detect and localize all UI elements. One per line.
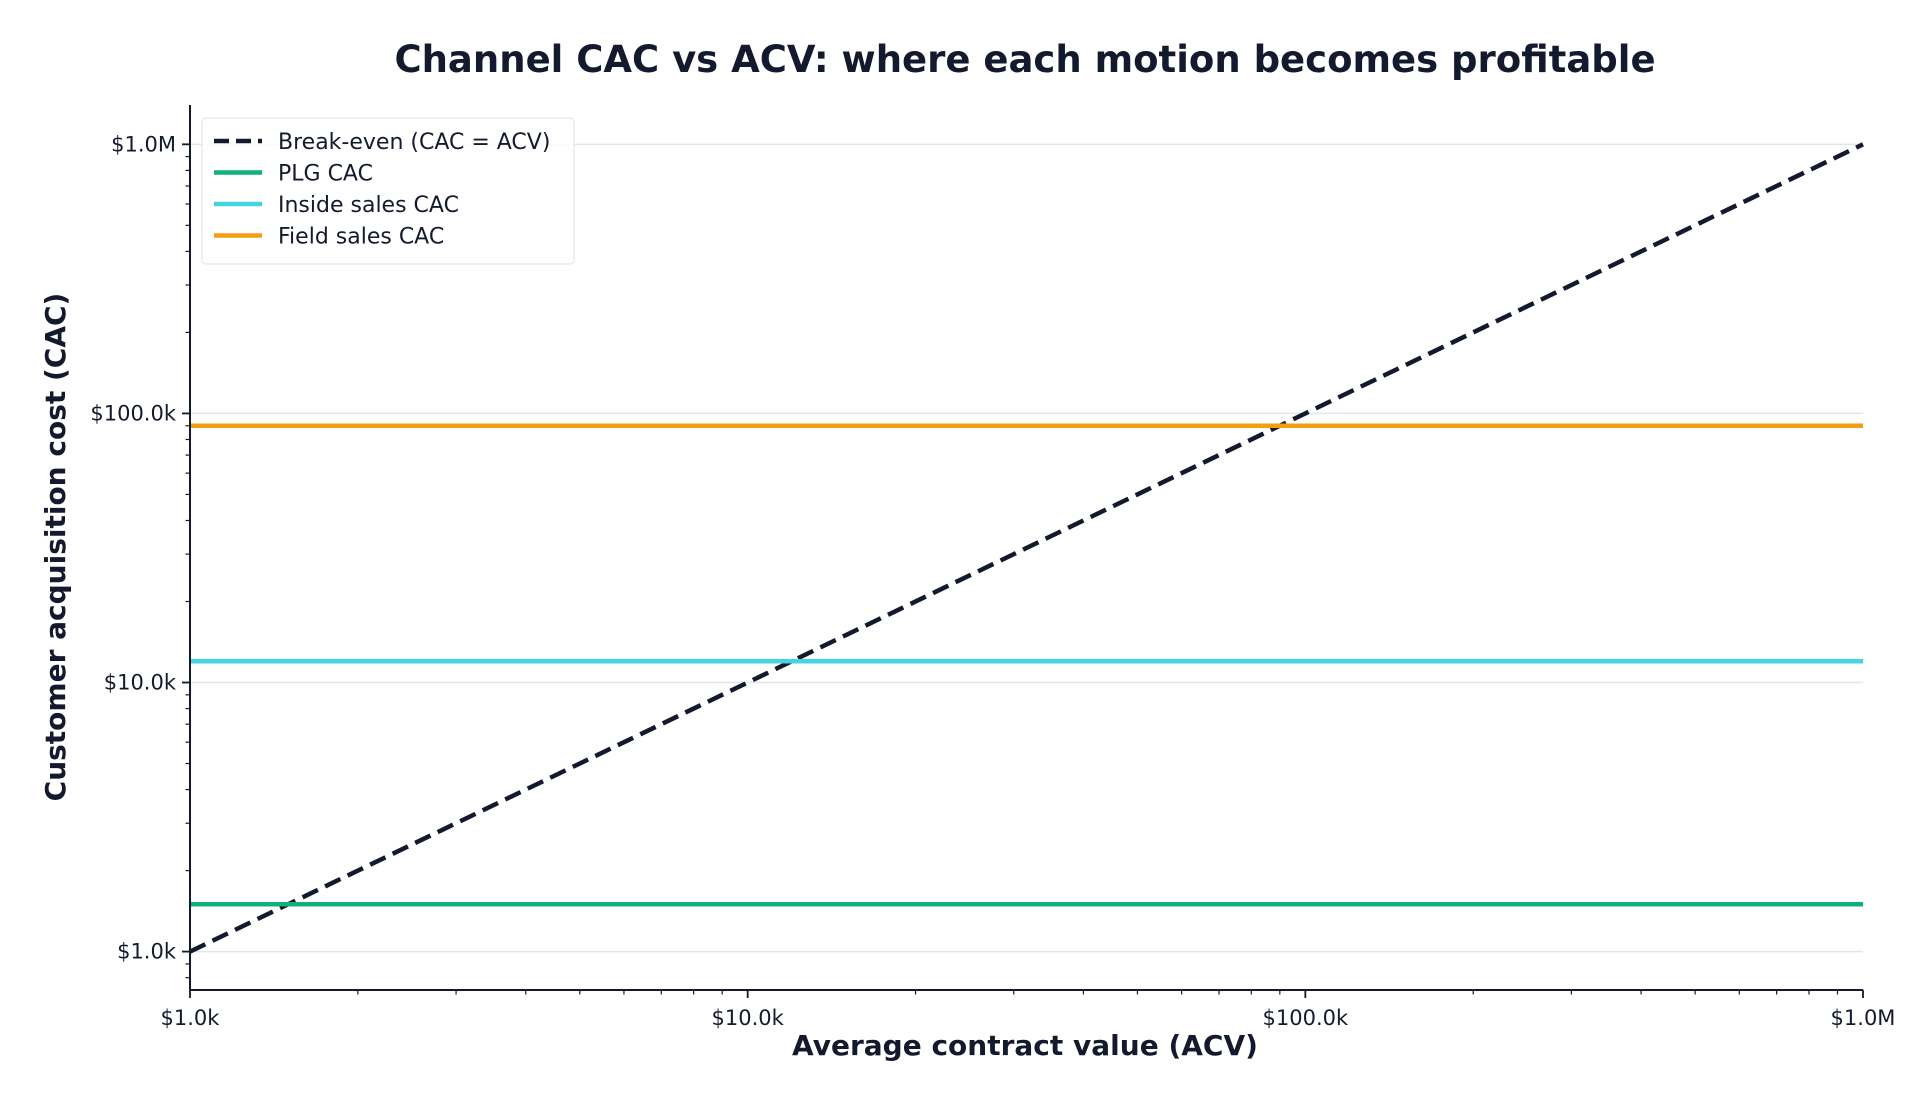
- y-tick-label-0: $1.0k: [117, 940, 177, 964]
- y-tick-label-2: $100.0k: [90, 401, 176, 425]
- legend-label-3: Field sales CAC: [278, 225, 444, 250]
- legend-box: [201, 117, 575, 265]
- series-line-0: [189, 142, 1864, 954]
- legend-label-1: PLG CAC: [278, 162, 373, 187]
- legend-label-2: Inside sales CAC: [278, 193, 459, 218]
- x-tick-label-0: $1.0k: [161, 1006, 221, 1030]
- legend: Break-even (CAC = ACV) PLG CAC Inside sale…: [201, 117, 575, 265]
- x-tick-label-2: $100.0k: [1263, 1006, 1349, 1030]
- axes-layer: [189, 105, 1863, 991]
- x-axis-label: Average contract value (ACV): [792, 1029, 1258, 1062]
- chart-title: Channel CAC vs ACV: where each motion be…: [394, 38, 1655, 81]
- x-tick-label-1: $10.0k: [712, 1006, 785, 1030]
- ticks-layer: $1.0k $10.0k $100.0k $1.0M $1.0k $10.0k $100.0…: [90, 132, 1895, 1030]
- legend-label-0: Break-even (CAC = ACV): [278, 130, 550, 155]
- y-tick-label-3: $1.0M: [111, 132, 176, 156]
- y-tick-label-1: $10.0k: [104, 671, 177, 695]
- series-layer: [189, 142, 1864, 954]
- y-axis-label: Customer acquisition cost (CAC): [39, 293, 72, 802]
- x-tick-label-3: $1.0M: [1831, 1006, 1896, 1030]
